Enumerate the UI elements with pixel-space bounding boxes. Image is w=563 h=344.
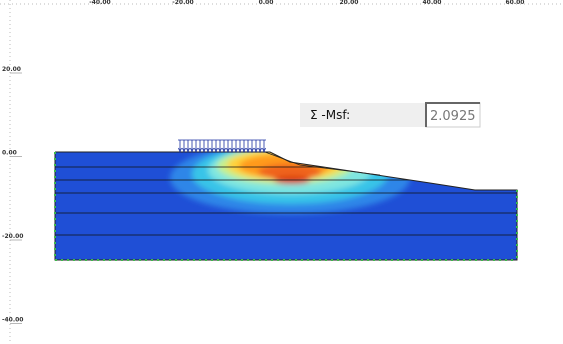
load-arrow-head bbox=[214, 147, 218, 154]
boundary-nodes bbox=[54, 152, 518, 261]
load-arrow-head bbox=[238, 147, 242, 154]
load-arrow-head bbox=[242, 147, 246, 154]
model-boundary bbox=[54, 151, 518, 261]
load-arrow-head bbox=[246, 147, 250, 154]
left-ruler-label: -40.00 bbox=[2, 317, 23, 324]
result-value-box bbox=[425, 102, 481, 128]
top-ruler-label: 40.00 bbox=[423, 0, 442, 6]
left-ruler-label: 0.00 bbox=[2, 150, 17, 157]
load-arrow-head bbox=[262, 147, 266, 154]
load-arrow-head bbox=[222, 147, 226, 154]
load-arrow-head bbox=[190, 147, 194, 154]
top-ruler-label: -20.00 bbox=[172, 0, 193, 6]
load-arrow-head bbox=[258, 147, 262, 154]
load-arrow-head bbox=[178, 147, 182, 154]
embankment-line bbox=[264, 151, 381, 176]
load-arrow-head bbox=[254, 147, 258, 154]
load-arrow-head bbox=[194, 147, 198, 154]
load-arrow-head bbox=[218, 147, 222, 154]
left-ruler-label: -20.00 bbox=[2, 233, 23, 240]
result-panel bbox=[300, 103, 426, 127]
load-arrow-head bbox=[206, 147, 210, 154]
load-arrow-head bbox=[202, 147, 206, 154]
load-arrow-head bbox=[226, 147, 230, 154]
result-box-bevel bbox=[425, 102, 480, 127]
load-arrow-head bbox=[186, 147, 190, 154]
load-arrow-head bbox=[230, 147, 234, 154]
top-ruler-label: -40.00 bbox=[89, 0, 110, 6]
load-arrow-head bbox=[182, 147, 186, 154]
distributed-load bbox=[178, 139, 266, 154]
load-arrow-head bbox=[250, 147, 254, 154]
load-arrow-head bbox=[234, 147, 238, 154]
top-ruler-label: 0.00 bbox=[259, 0, 274, 6]
left-ruler-label: 20.00 bbox=[2, 66, 21, 73]
result-label: Σ -Msf: bbox=[310, 108, 350, 122]
top-ruler-label: 20.00 bbox=[340, 0, 359, 6]
load-arrow-head bbox=[210, 147, 214, 154]
top-ruler-label: 60.00 bbox=[506, 0, 525, 6]
result-value: 2.0925 bbox=[430, 109, 476, 124]
load-arrow-head bbox=[198, 147, 202, 154]
